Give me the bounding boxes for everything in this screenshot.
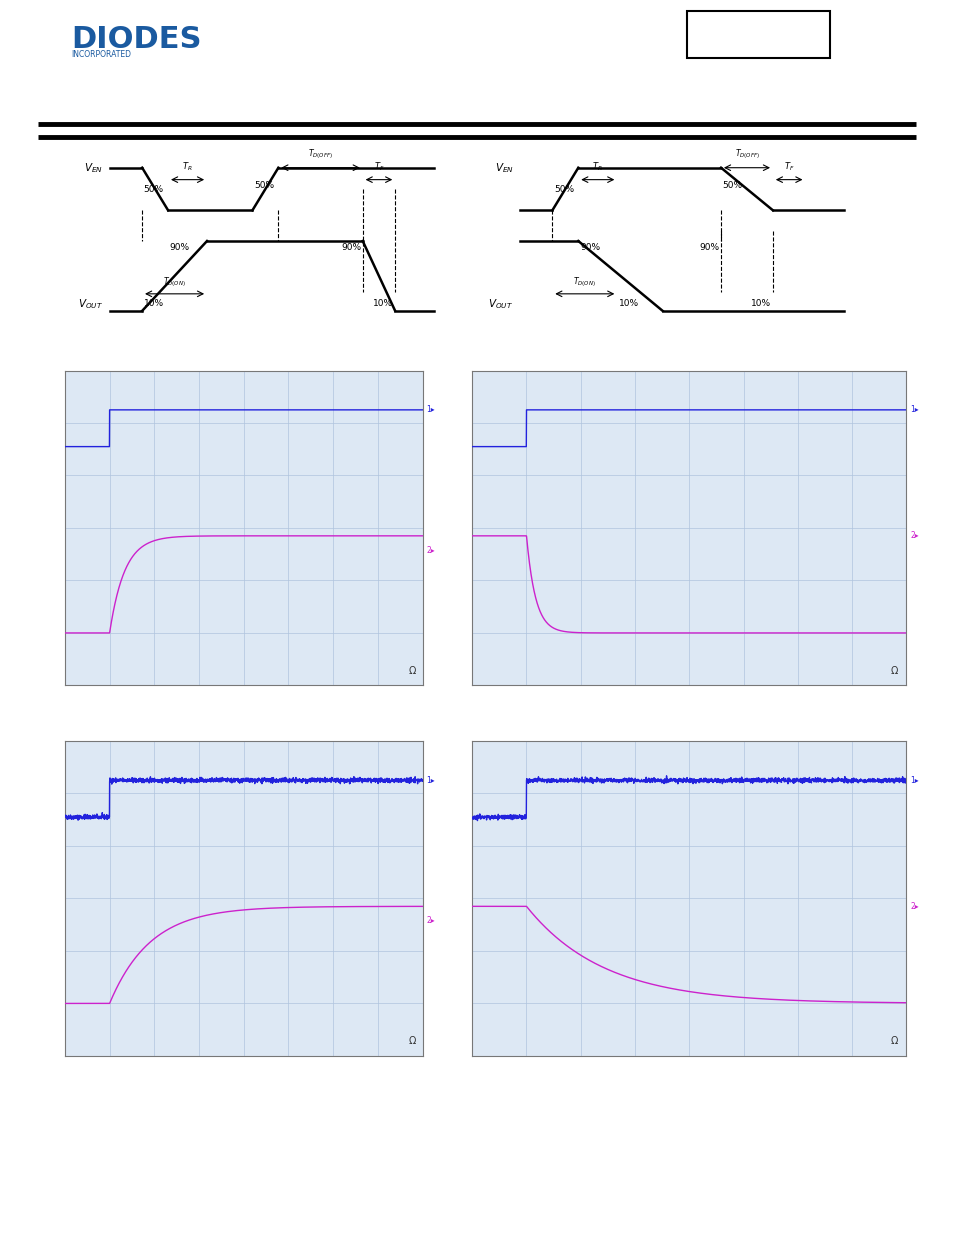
FancyBboxPatch shape — [686, 11, 829, 58]
Text: 90%: 90% — [170, 243, 190, 252]
Text: $T_{D(OFF)}$: $T_{D(OFF)}$ — [308, 147, 333, 161]
Text: 10%: 10% — [373, 299, 393, 309]
Text: 1▸: 1▸ — [426, 776, 435, 785]
Text: 50%: 50% — [554, 184, 574, 194]
Text: $T_{D(ON)}$: $T_{D(ON)}$ — [573, 275, 596, 289]
Text: 50%: 50% — [144, 184, 164, 194]
Text: Ω: Ω — [890, 666, 897, 676]
Text: 2▸: 2▸ — [910, 531, 919, 541]
Text: INCORPORATED: INCORPORATED — [71, 49, 132, 59]
Text: 90%: 90% — [340, 243, 360, 252]
Text: $V_{EN}$: $V_{EN}$ — [84, 161, 103, 174]
Text: 2▸: 2▸ — [910, 902, 919, 911]
Text: $T_{D(OFF)}$: $T_{D(OFF)}$ — [734, 147, 759, 161]
Text: $T_{D(ON)}$: $T_{D(ON)}$ — [163, 275, 186, 289]
Text: $V_{OUT}$: $V_{OUT}$ — [78, 296, 103, 311]
Text: $T_R$: $T_R$ — [182, 161, 193, 173]
Text: 2▸: 2▸ — [426, 916, 435, 925]
Text: 1▸: 1▸ — [910, 405, 919, 415]
Text: 10%: 10% — [750, 299, 770, 309]
Text: Ω: Ω — [408, 1036, 416, 1046]
Text: $T_F$: $T_F$ — [374, 161, 384, 173]
Text: 50%: 50% — [253, 182, 274, 190]
Text: 50%: 50% — [722, 182, 742, 190]
Text: $V_{EN}$: $V_{EN}$ — [494, 161, 513, 174]
Text: DIODES: DIODES — [71, 25, 202, 54]
Text: 90%: 90% — [699, 243, 719, 252]
Text: 2▸: 2▸ — [426, 546, 435, 555]
Text: 90%: 90% — [579, 243, 599, 252]
Text: 10%: 10% — [618, 299, 639, 309]
Text: 1▸: 1▸ — [426, 405, 435, 415]
Text: $T_F$: $T_F$ — [783, 161, 794, 173]
Text: $T_R$: $T_R$ — [592, 161, 602, 173]
Text: 10%: 10% — [144, 299, 164, 309]
Text: $V_{OUT}$: $V_{OUT}$ — [488, 296, 513, 311]
Text: Ω: Ω — [890, 1036, 897, 1046]
Text: 1▸: 1▸ — [910, 776, 919, 785]
Text: Ω: Ω — [408, 666, 416, 676]
